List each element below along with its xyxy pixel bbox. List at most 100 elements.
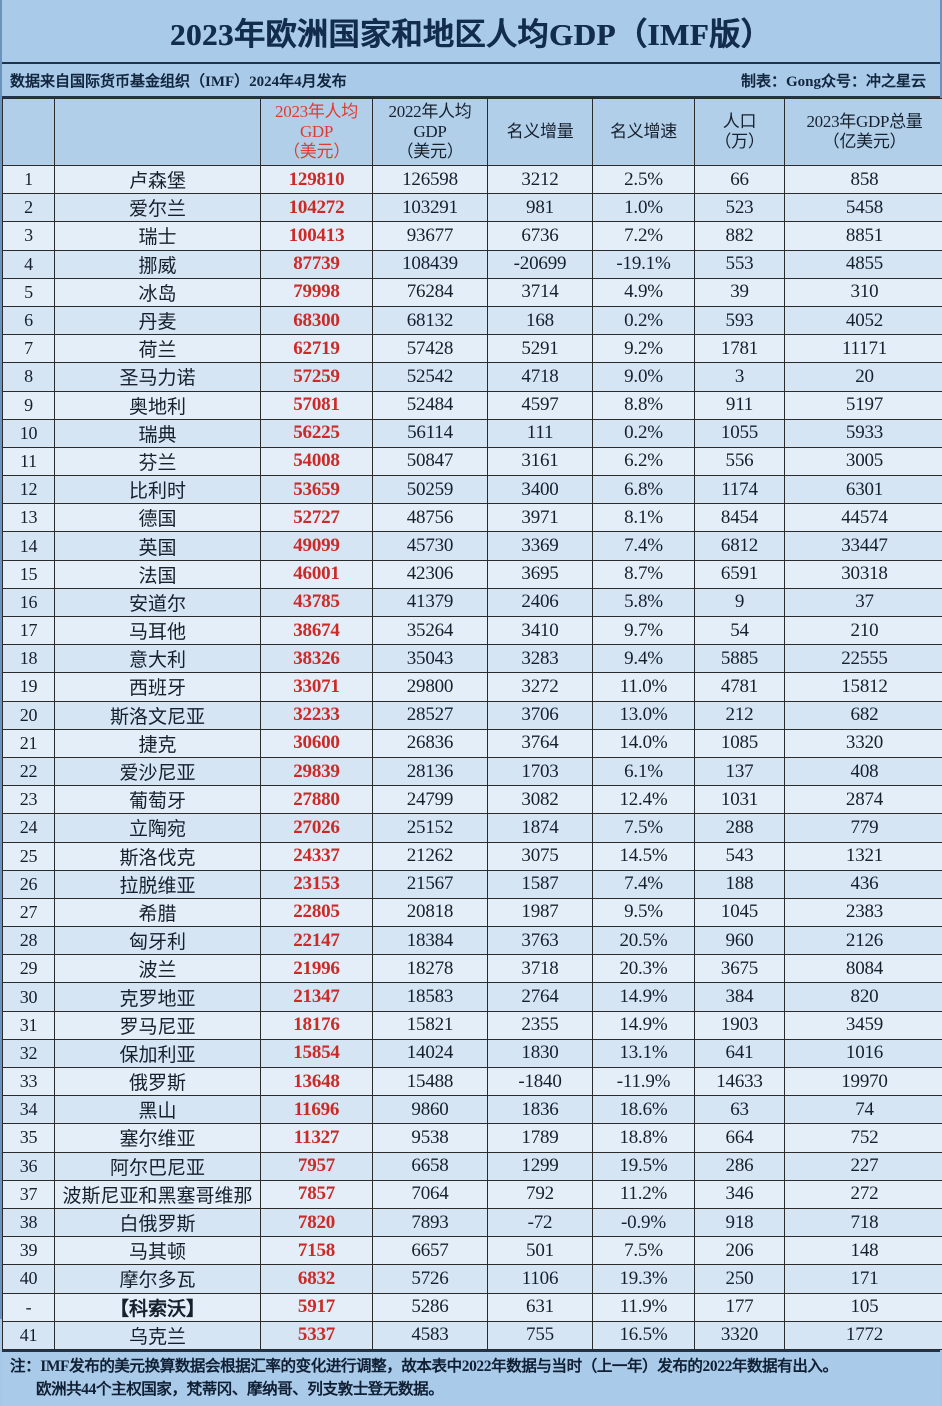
nominal-growth-rate-cell: 6.2% (593, 447, 695, 475)
header-row: 2023年人均GDP （美元） 2022年人均GDP （美元） 名义增量 名义增… (3, 99, 942, 166)
gdp-per-capita-2023-cell: 18176 (261, 1011, 373, 1039)
gdp-total-2023-cell: 2874 (785, 786, 942, 814)
gdp-per-capita-2023-cell: 21996 (261, 955, 373, 983)
country-cell: 爱沙尼亚 (55, 757, 261, 785)
population-cell: 212 (695, 701, 785, 729)
country-cell: 白俄罗斯 (55, 1208, 261, 1236)
column-header-nominal-growth-rate: 名义增速 (593, 99, 695, 166)
gdp-per-capita-2022-cell: 15488 (373, 1068, 488, 1096)
nominal-growth-rate-cell: 19.5% (593, 1152, 695, 1180)
rank-cell: 39 (3, 1237, 55, 1265)
gdp-total-2023-cell: 5458 (785, 194, 942, 222)
rank-cell: 41 (3, 1321, 55, 1349)
population-cell: 9 (695, 588, 785, 616)
nominal-increase-cell: 3400 (488, 476, 593, 504)
gdp-total-2023-cell: 1321 (785, 842, 942, 870)
nominal-increase-cell: 981 (488, 194, 593, 222)
rank-cell: 16 (3, 588, 55, 616)
nominal-growth-rate-cell: 16.5% (593, 1321, 695, 1349)
note-line-2: 欧洲共44个主权国家，梵蒂冈、摩纳哥、列支敦士登无数据。 (10, 1378, 930, 1402)
rank-cell: 25 (3, 842, 55, 870)
population-cell: 1903 (695, 1011, 785, 1039)
population-cell: 3 (695, 363, 785, 391)
gdp-per-capita-2022-cell: 7893 (373, 1208, 488, 1236)
nominal-increase-cell: 1987 (488, 898, 593, 926)
header-line1: 2022年人均GDP (389, 102, 472, 141)
population-cell: 6591 (695, 560, 785, 588)
country-cell: 马其顿 (55, 1237, 261, 1265)
header-line1: 名义增量 (507, 122, 574, 141)
nominal-growth-rate-cell: 9.4% (593, 645, 695, 673)
gdp-per-capita-2022-cell: 50847 (373, 447, 488, 475)
rank-cell: 5 (3, 278, 55, 306)
nominal-increase-cell: 1703 (488, 757, 593, 785)
nominal-increase-cell: 1874 (488, 814, 593, 842)
nominal-increase-cell: 2764 (488, 983, 593, 1011)
gdp-per-capita-2023-cell: 33071 (261, 673, 373, 701)
rank-cell: 12 (3, 476, 55, 504)
rank-cell: 35 (3, 1124, 55, 1152)
nominal-increase-cell: -20699 (488, 250, 593, 278)
population-cell: 911 (695, 391, 785, 419)
gdp-per-capita-2023-cell: 11327 (261, 1124, 373, 1152)
country-cell: 希腊 (55, 898, 261, 926)
gdp-per-capita-2023-cell: 32233 (261, 701, 373, 729)
country-cell: 德国 (55, 504, 261, 532)
rank-cell: 37 (3, 1180, 55, 1208)
rank-cell: 29 (3, 955, 55, 983)
nominal-increase-cell: 3695 (488, 560, 593, 588)
gdp-total-2023-cell: 105 (785, 1293, 942, 1321)
gdp-per-capita-2023-cell: 7957 (261, 1152, 373, 1180)
nominal-increase-cell: 3082 (488, 786, 593, 814)
nominal-increase-cell: 2406 (488, 588, 593, 616)
gdp-per-capita-2022-cell: 126598 (373, 166, 488, 194)
gdp-per-capita-2022-cell: 7064 (373, 1180, 488, 1208)
nominal-growth-rate-cell: 9.5% (593, 898, 695, 926)
title-bar: 2023年欧洲国家和地区人均GDP（IMF版） (2, 0, 940, 64)
population-cell: 553 (695, 250, 785, 278)
country-cell: 瑞典 (55, 419, 261, 447)
gdp-per-capita-2022-cell: 48756 (373, 504, 488, 532)
gdp-per-capita-2023-cell: 68300 (261, 306, 373, 334)
nominal-increase-cell: 3714 (488, 278, 593, 306)
nominal-growth-rate-cell: 20.3% (593, 955, 695, 983)
gdp-per-capita-2023-cell: 46001 (261, 560, 373, 588)
header-line2: （美元） (373, 142, 487, 162)
nominal-increase-cell: -72 (488, 1208, 593, 1236)
population-cell: 346 (695, 1180, 785, 1208)
nominal-increase-cell: 1299 (488, 1152, 593, 1180)
rank-cell: - (3, 1293, 55, 1321)
gdp-total-2023-cell: 210 (785, 617, 942, 645)
country-cell: 黑山 (55, 1096, 261, 1124)
population-cell: 384 (695, 983, 785, 1011)
nominal-growth-rate-cell: 9.2% (593, 335, 695, 363)
gdp-per-capita-2023-cell: 22147 (261, 927, 373, 955)
gdp-per-capita-2023-cell: 5917 (261, 1293, 373, 1321)
nominal-growth-rate-cell: 8.7% (593, 560, 695, 588)
rank-cell: 17 (3, 617, 55, 645)
gdp-total-2023-cell: 30318 (785, 560, 942, 588)
rank-cell: 3 (3, 222, 55, 250)
rank-cell: 11 (3, 447, 55, 475)
country-cell: 罗马尼亚 (55, 1011, 261, 1039)
table-header: 2023年人均GDP （美元） 2022年人均GDP （美元） 名义增量 名义增… (3, 99, 942, 166)
gdp-per-capita-2022-cell: 26836 (373, 729, 488, 757)
population-cell: 4781 (695, 673, 785, 701)
population-cell: 54 (695, 617, 785, 645)
gdp-total-2023-cell: 1772 (785, 1321, 942, 1349)
nominal-growth-rate-cell: 8.1% (593, 504, 695, 532)
population-cell: 6812 (695, 532, 785, 560)
nominal-growth-rate-cell: 1.0% (593, 194, 695, 222)
gdp-per-capita-2023-cell: 29839 (261, 757, 373, 785)
rank-cell: 24 (3, 814, 55, 842)
nominal-growth-rate-cell: 9.7% (593, 617, 695, 645)
population-cell: 206 (695, 1237, 785, 1265)
